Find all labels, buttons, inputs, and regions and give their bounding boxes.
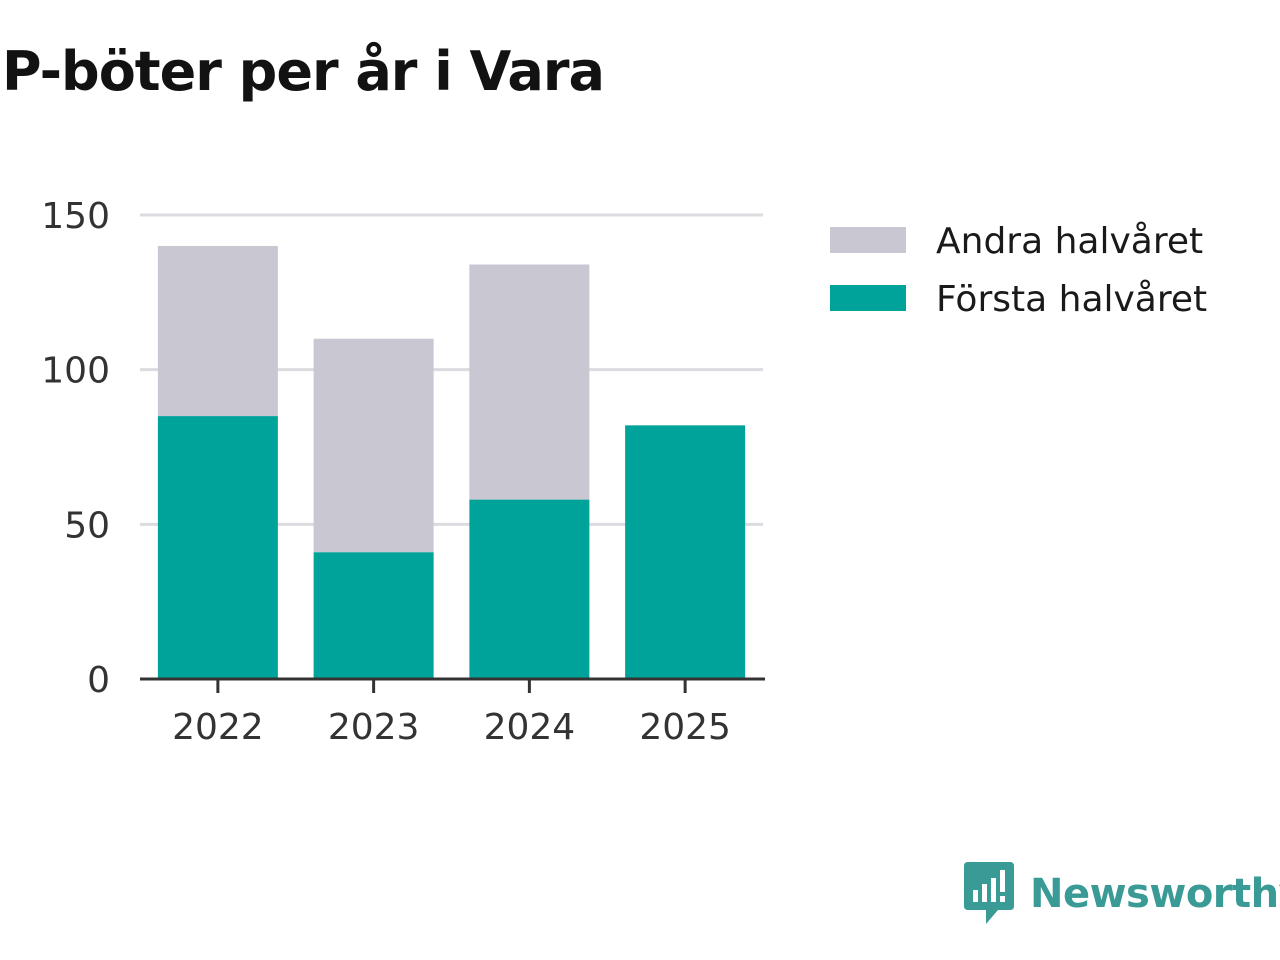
legend-swatch [830,285,906,311]
bar-segment [313,338,434,553]
y-tick-label: 50 [64,505,110,546]
bar-segment [157,245,278,417]
legend-label: Andra halvåret [936,221,1203,262]
x-tick-label: 2025 [639,707,731,748]
legend-label: Första halvåret [936,279,1207,320]
chart-title: P-böter per år i Vara [2,40,605,103]
x-axis-ticks: 2022 2023 2024 2025 [172,679,731,748]
newsworthy-logo-icon [964,862,1014,924]
x-tick-label: 2023 [328,707,420,748]
y-tick-label: 100 [41,351,110,392]
y-tick-label: 0 [87,660,110,701]
brand-name: Newsworthy [1030,871,1280,917]
bar-segment [157,416,278,679]
bars [157,245,746,679]
legend-swatch [830,227,906,253]
bar-segment [469,264,590,500]
y-tick-label: 150 [41,196,110,237]
x-tick-label: 2024 [484,707,576,748]
bar-segment [625,425,746,679]
bar-segment [313,552,434,679]
brand-logo: Newsworthy [964,862,1280,926]
legend: Andra halvåret Första halvåret [830,221,1207,320]
x-tick-label: 2022 [172,707,264,748]
y-axis-tick-labels: 0 50 100 150 [41,196,110,701]
bar-segment [469,499,590,679]
